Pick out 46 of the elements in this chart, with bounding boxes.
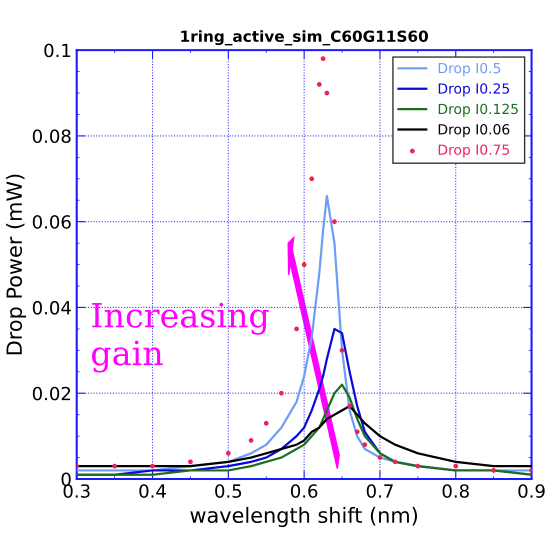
x-tick-label: 0.8 bbox=[442, 484, 469, 498]
point bbox=[294, 326, 299, 332]
point bbox=[150, 464, 155, 469]
point bbox=[316, 82, 322, 87]
legend-label: Drop I0.5 bbox=[438, 62, 500, 76]
point bbox=[491, 468, 496, 473]
point bbox=[392, 459, 398, 464]
point bbox=[378, 455, 382, 460]
point bbox=[415, 464, 420, 469]
legend-label: Drop I0.25 bbox=[438, 83, 510, 96]
point bbox=[453, 464, 458, 469]
point bbox=[188, 459, 193, 464]
y-tick-label: 0.04 bbox=[32, 300, 71, 315]
legend-label: Drop I0.125 bbox=[438, 104, 518, 117]
chart-title: 1ring_active_sim_C60G11S60 bbox=[181, 30, 428, 46]
line-series bbox=[76, 384, 532, 476]
y-axis-title: Drop Power (mW) bbox=[6, 174, 26, 354]
point bbox=[340, 348, 344, 353]
x-tick-label: 0.4 bbox=[139, 484, 166, 498]
point bbox=[226, 450, 231, 456]
annotation: Increasing gain bbox=[92, 302, 269, 373]
x-axis-title: wavelength shift (nm) bbox=[190, 506, 418, 528]
x-tick-label: 0.3 bbox=[64, 484, 90, 498]
point bbox=[112, 464, 118, 469]
x-tick-label: 0.5 bbox=[215, 484, 242, 498]
point bbox=[279, 390, 284, 396]
point bbox=[362, 442, 368, 448]
point bbox=[347, 404, 352, 409]
y-tick-label: 0.02 bbox=[32, 386, 70, 400]
legend-label: Drop I0.75 bbox=[438, 144, 510, 158]
y-tick-label: 0.06 bbox=[32, 215, 71, 229]
point bbox=[264, 420, 269, 426]
point bbox=[309, 176, 314, 182]
x-tick-label: 0.7 bbox=[366, 484, 393, 498]
x-tick-label: 0.9 bbox=[518, 484, 545, 498]
point bbox=[354, 429, 360, 434]
point bbox=[248, 438, 254, 443]
x-tick-label: 0.6 bbox=[290, 484, 318, 498]
point bbox=[332, 219, 337, 224]
y-tick-label: 0.1 bbox=[44, 44, 70, 58]
point bbox=[302, 262, 307, 267]
line-series bbox=[76, 405, 532, 468]
y-tick-label: 0.08 bbox=[32, 129, 71, 144]
point bbox=[324, 90, 330, 96]
legend-label: Drop I0.06 bbox=[438, 124, 510, 138]
point bbox=[320, 56, 326, 62]
